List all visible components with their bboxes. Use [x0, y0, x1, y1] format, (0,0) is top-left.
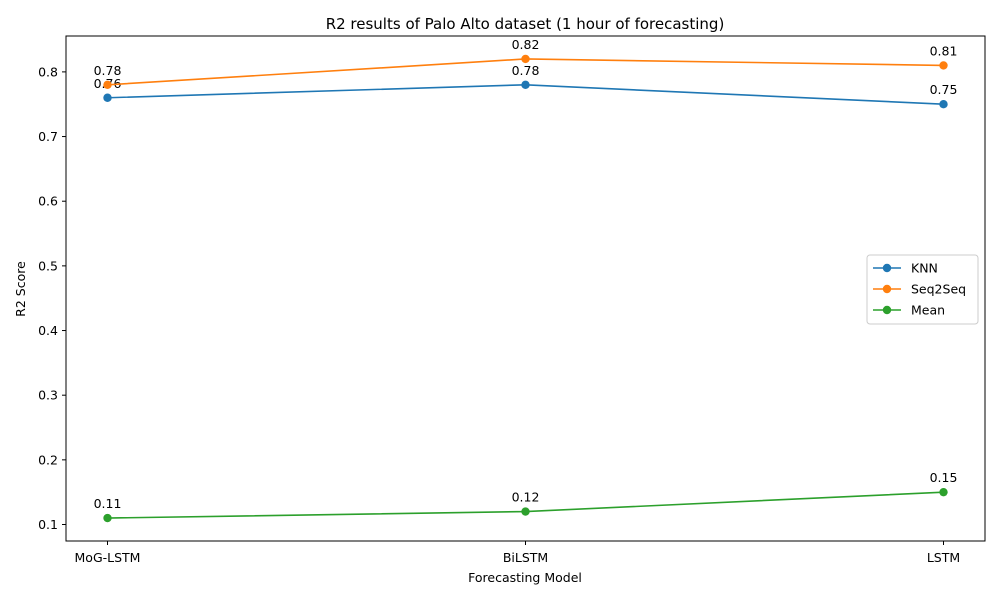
legend-item-mean: Mean	[873, 303, 945, 318]
data-point-mean	[939, 487, 948, 497]
y-axis: 0.1 0.2 0.3 0.4 0.5 0.6 0.7 0.8	[38, 64, 66, 532]
legend-item-knn: KNN	[873, 261, 938, 276]
data-label-knn: 0.75	[930, 82, 958, 97]
data-label-mean: 0.11	[94, 496, 122, 511]
data-label-mean: 0.15	[930, 470, 958, 485]
legend-box	[866, 254, 979, 325]
legend-label: Mean	[911, 303, 945, 318]
data-point-seq2seq	[521, 54, 530, 64]
y-tick-label: 0.4	[38, 323, 58, 338]
data-label-knn: 0.78	[512, 63, 540, 78]
series-seq2seq: 0.78 0.82 0.81	[94, 37, 958, 90]
legend-item-seq2seq: Seq2Seq	[873, 282, 966, 297]
x-tick-label: LSTM	[927, 550, 960, 565]
y-tick-label: 0.3	[38, 388, 58, 403]
data-label-seq2seq: 0.82	[512, 37, 540, 52]
legend-label: Seq2Seq	[911, 282, 966, 297]
y-axis-label: R2 Score	[13, 261, 28, 317]
data-point-mean	[521, 507, 530, 516]
data-label-mean: 0.12	[512, 490, 540, 505]
data-point-knn	[521, 80, 530, 90]
legend-swatch-marker	[882, 284, 892, 294]
data-point-knn	[939, 100, 948, 109]
legend: KNN Seq2Seq Mean	[866, 254, 979, 325]
y-tick-label: 0.6	[38, 194, 58, 209]
data-label-seq2seq: 0.81	[930, 43, 958, 58]
y-tick-label: 0.1	[38, 517, 58, 532]
legend-swatch-marker	[882, 305, 892, 315]
x-axis-label: Forecasting Model	[468, 570, 582, 585]
legend-label: KNN	[911, 261, 938, 276]
data-point-knn	[103, 93, 112, 102]
x-tick-label: BiLSTM	[503, 550, 548, 565]
plot-area: 0.760.780.750.780.820.810.110.120.15	[94, 37, 958, 523]
x-axis: MoG-LSTM BiLSTM LSTM	[75, 541, 960, 565]
y-tick-label: 0.8	[38, 64, 58, 79]
plot-frame	[65, 35, 986, 542]
x-tick-label: MoG-LSTM	[75, 550, 141, 565]
data-point-seq2seq	[103, 80, 112, 90]
data-label-seq2seq: 0.78	[94, 63, 122, 78]
y-tick-label: 0.5	[38, 258, 58, 273]
series-knn: 0.760.780.75	[94, 63, 958, 109]
y-tick-label: 0.7	[38, 129, 58, 144]
legend-swatch-marker	[882, 263, 892, 273]
y-tick-label: 0.2	[38, 452, 58, 467]
data-point-mean	[103, 513, 112, 523]
data-point-seq2seq	[939, 61, 948, 70]
series-mean: 0.11 0.12 0.15	[94, 470, 958, 523]
chart-title: R2 results of Palo Alto dataset (1 hour …	[326, 15, 725, 33]
